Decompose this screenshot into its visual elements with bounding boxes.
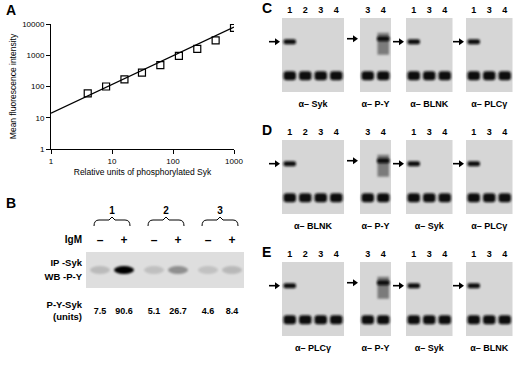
svg-text:2: 2 [163,205,169,216]
svg-text:26.7: 26.7 [169,306,187,316]
svg-text:3: 3 [427,249,432,259]
svg-text:3: 3 [318,5,323,15]
svg-text:1: 1 [287,249,292,259]
svg-text:+: + [120,233,127,247]
svg-text:Relative units of phosphorylat: Relative units of phosphorylated Syk [74,167,212,177]
svg-text:–: – [205,233,212,247]
svg-text:10: 10 [108,157,117,166]
svg-text:1: 1 [471,5,476,15]
svg-text:1: 1 [109,205,115,216]
svg-text:7.5: 7.5 [94,306,107,316]
svg-text:α– BLNK: α– BLNK [410,99,449,109]
svg-text:1: 1 [49,157,54,166]
svg-text:4: 4 [381,5,386,15]
svg-text:1: 1 [471,127,476,137]
svg-text:1000: 1000 [225,157,243,166]
svg-text:3: 3 [217,205,223,216]
svg-text:4: 4 [334,249,339,259]
svg-text:+: + [228,233,235,247]
svg-text:IP -Syk: IP -Syk [50,257,82,268]
svg-text:3: 3 [487,249,492,259]
svg-text:100: 100 [31,82,45,91]
svg-text:A: A [6,2,16,18]
svg-text:2: 2 [303,127,308,137]
svg-text:4: 4 [502,5,507,15]
svg-text:Mean fluorescence intensity: Mean fluorescence intensity [8,33,18,139]
svg-text:1: 1 [411,5,416,15]
svg-text:D: D [262,122,272,138]
svg-text:4: 4 [442,127,447,137]
svg-text:100: 100 [166,157,180,166]
svg-text:3: 3 [487,5,492,15]
svg-text:1000: 1000 [27,51,45,60]
svg-text:α– P-Y: α– P-Y [361,221,389,231]
svg-text:10: 10 [35,114,44,123]
svg-text:4: 4 [334,5,339,15]
svg-text:α– PLCγ: α– PLCγ [471,99,507,109]
svg-text:4: 4 [381,127,386,137]
svg-text:α– PLCγ: α– PLCγ [295,343,331,353]
svg-text:α– BLNK: α– BLNK [294,221,333,231]
svg-text:1: 1 [40,145,45,154]
svg-text:3: 3 [427,127,432,137]
svg-text:3: 3 [427,5,432,15]
svg-text:2: 2 [303,5,308,15]
svg-text:8.4: 8.4 [226,306,239,316]
svg-text:4: 4 [334,127,339,137]
svg-text:P-Y-Syk(units): P-Y-Syk(units) [47,299,83,322]
svg-text:3: 3 [318,249,323,259]
svg-text:WB -P-Y: WB -P-Y [45,271,83,282]
svg-text:3: 3 [318,127,323,137]
svg-text:α– BLNK: α– BLNK [470,343,509,353]
svg-text:4: 4 [381,249,386,259]
svg-text:1: 1 [411,127,416,137]
svg-text:1: 1 [287,5,292,15]
svg-text:4.6: 4.6 [202,306,215,316]
svg-text:1: 1 [411,249,416,259]
svg-text:–: – [151,233,158,247]
svg-text:+: + [174,233,181,247]
svg-text:α– Syk: α– Syk [298,99,328,109]
svg-text:3: 3 [365,5,370,15]
svg-text:1: 1 [287,127,292,137]
svg-text:α– Syk: α– Syk [415,343,445,353]
svg-text:4: 4 [502,249,507,259]
svg-text:90.6: 90.6 [115,306,133,316]
svg-text:5.1: 5.1 [148,306,161,316]
svg-text:IgM: IgM [65,234,82,245]
svg-text:3: 3 [365,249,370,259]
svg-text:4: 4 [502,127,507,137]
svg-text:C: C [262,0,272,16]
svg-text:–: – [97,233,104,247]
svg-text:2: 2 [303,249,308,259]
svg-text:3: 3 [487,127,492,137]
svg-text:10000: 10000 [22,20,45,29]
svg-text:α– Syk: α– Syk [415,221,445,231]
svg-text:3: 3 [365,127,370,137]
svg-text:α– P-Y: α– P-Y [361,99,389,109]
svg-text:4: 4 [442,249,447,259]
svg-text:4: 4 [442,5,447,15]
svg-text:α– PLCγ: α– PLCγ [471,221,507,231]
svg-text:α– P-Y: α– P-Y [361,343,389,353]
svg-text:B: B [6,195,16,211]
svg-text:1: 1 [471,249,476,259]
svg-text:E: E [262,244,271,260]
